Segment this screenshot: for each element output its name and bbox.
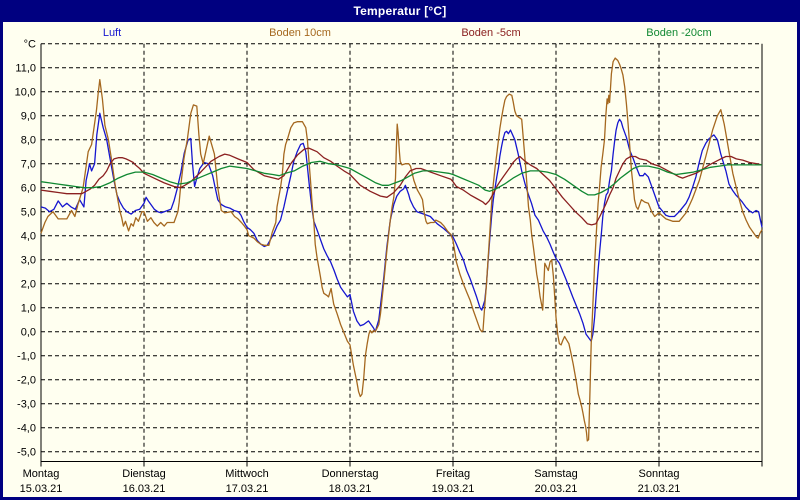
y-tick-label: 4,0 (21, 231, 36, 243)
y-tick-label: 6,0 (21, 183, 36, 195)
x-day-date: 21.03.21 (638, 483, 681, 495)
legend-item-boden-10cm: Boden 10cm (269, 27, 331, 39)
y-tick-label: 7,0 (21, 159, 36, 171)
y-tick-label: 3,0 (21, 255, 36, 267)
x-day-name: Donnerstag (322, 468, 379, 480)
y-tick-label: -1,0 (17, 351, 36, 363)
legend-item-luft: Luft (102, 27, 122, 39)
chart-title: Temperatur [°C] (353, 4, 447, 18)
x-day-date: 17.03.21 (226, 483, 269, 495)
legend-item-boden-minus20cm: Boden -20cm (646, 27, 712, 39)
axes (40, 43, 763, 467)
x-day-name: Montag (23, 468, 60, 480)
x-day-name: Dienstag (122, 468, 165, 480)
y-tick-label: 10,0 (15, 87, 36, 99)
x-day-date: 16.03.21 (123, 483, 166, 495)
x-day-name: Mittwoch (225, 468, 268, 480)
y-tick-label: -3,0 (17, 399, 36, 411)
legend-item-boden-minus5cm: Boden -5cm (461, 27, 521, 39)
y-tick-label: 11,0 (15, 63, 36, 75)
y-tick-label: 1,0 (21, 303, 36, 315)
y-axis-unit-label: °C (24, 39, 36, 51)
axis-labels: 11,0 10,0 9,0 8,0 7,0 6,0 5,0 4,0 3,0 2,0 1,0 0,0 -1… (15, 39, 681, 495)
x-day-date: 15.03.21 (20, 483, 63, 495)
series-line-boden-10cm (40, 57, 763, 442)
y-tick-label: -2,0 (17, 375, 36, 387)
x-day-name: Samstag (534, 468, 577, 480)
series-lines (40, 57, 763, 442)
y-tick-label: 5,0 (21, 207, 36, 219)
x-day-name: Sonntag (639, 468, 680, 480)
y-tick-label: 2,0 (21, 279, 36, 291)
x-day-date: 18.03.21 (329, 483, 372, 495)
grid-lines (41, 43, 762, 462)
x-day-date: 20.03.21 (535, 483, 578, 495)
window-titlebar: Temperatur [°C] (0, 0, 800, 22)
series-line-boden-5cm (40, 147, 763, 226)
y-tick-label: 0,0 (21, 327, 36, 339)
y-tick-label: 9,0 (21, 111, 36, 123)
x-day-name: Freitag (436, 468, 470, 480)
series-line-boden-20cm (40, 160, 762, 196)
x-day-date: 19.03.21 (432, 483, 475, 495)
series-line-luft (40, 112, 763, 342)
y-tick-label: 8,0 (21, 135, 36, 147)
y-tick-label: -4,0 (17, 423, 36, 435)
y-tick-label: -5,0 (17, 447, 36, 459)
